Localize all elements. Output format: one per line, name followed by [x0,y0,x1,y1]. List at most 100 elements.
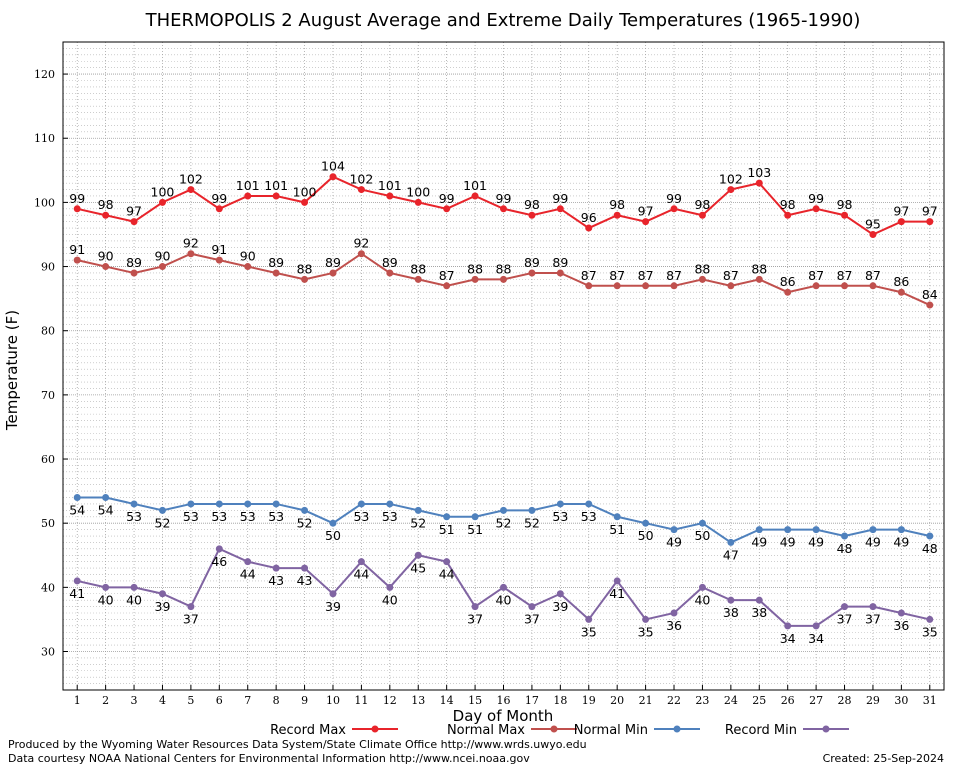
data-point [443,282,451,290]
x-tick-label: 18 [553,694,567,707]
data-point [869,230,877,238]
data-point [556,205,564,213]
data-point [755,275,763,283]
data-point [528,506,536,514]
data-point [471,513,479,521]
data-label: 97 [893,204,909,219]
data-label: 102 [179,172,203,187]
data-label: 89 [524,255,540,270]
data-label: 101 [264,178,288,193]
x-tick-label: 28 [838,694,852,707]
data-point [130,269,138,277]
data-label: 35 [581,624,597,639]
legend-item-record-min: Record Min [725,723,849,738]
x-tick-label: 3 [131,694,138,707]
data-label: 53 [183,509,199,524]
x-tick-label: 20 [610,694,624,707]
data-point [698,275,706,283]
data-label: 50 [638,528,654,543]
data-label: 98 [837,197,853,212]
data-point [130,583,138,591]
data-label: 88 [496,261,512,276]
data-point [357,250,365,258]
data-point [102,211,110,219]
data-label: 92 [353,236,369,251]
x-tick-label: 13 [411,694,425,707]
data-point [73,494,81,502]
y-tick-label: 50 [41,517,55,530]
legend-item-normal-min: Normal Min [574,723,700,738]
data-point [244,500,252,508]
data-label: 44 [439,567,455,582]
x-tick-label: 7 [244,694,251,707]
data-label: 90 [155,249,171,264]
x-tick-label: 17 [525,694,539,707]
data-point [386,583,394,591]
x-tick-label: 1 [74,694,81,707]
data-label: 35 [922,624,938,639]
y-tick-label: 40 [41,581,55,594]
data-point [357,558,365,566]
data-point [329,173,337,181]
data-point [613,577,621,585]
x-tick-label: 24 [724,694,738,707]
data-point [329,590,337,598]
data-label: 51 [609,522,625,537]
data-point [698,211,706,219]
data-point [158,506,166,514]
x-tick-label: 21 [639,694,653,707]
data-label: 53 [240,509,256,524]
x-tick-label: 4 [159,694,166,707]
series-record-max: 99 98 97 100 102 99 101 101 100 104 102 101 100 99 101… [69,159,938,238]
data-point [471,603,479,611]
data-point [215,205,223,213]
y-axis-title: Temperature (F) [3,310,21,431]
data-point [698,583,706,591]
data-point [215,545,223,553]
data-point [102,263,110,271]
data-label: 97 [126,204,142,219]
data-label: 43 [297,573,313,588]
data-point [897,609,905,617]
data-label: 86 [893,274,909,289]
data-label: 35 [638,624,654,639]
data-label: 97 [922,204,938,219]
data-point [727,538,735,546]
data-label: 51 [467,522,483,537]
data-point [585,282,593,290]
data-point [841,282,849,290]
data-label: 87 [865,268,881,283]
data-label: 87 [609,268,625,283]
data-point [187,500,195,508]
data-label: 91 [211,242,227,257]
data-point [443,513,451,521]
data-label: 39 [552,599,568,614]
data-point [357,186,365,194]
data-point [784,526,792,534]
x-tick-label: 15 [468,694,482,707]
data-point [443,205,451,213]
data-label: 103 [747,165,771,180]
data-point [897,288,905,296]
legend-marker [371,725,379,733]
data-label: 99 [211,191,227,206]
data-point [187,250,195,258]
data-label: 43 [268,573,284,588]
data-point [500,583,507,591]
data-point [841,532,849,540]
data-point [585,224,593,232]
data-label: 87 [808,268,824,283]
footer-courtesy: Data courtesy NOAA National Centers for … [8,752,530,765]
data-point [272,269,280,277]
data-label: 54 [69,503,85,518]
data-label: 51 [439,522,455,537]
x-tick-label: 8 [273,694,280,707]
x-tick-label: 22 [667,694,681,707]
data-label: 53 [552,509,568,524]
data-label: 99 [496,191,512,206]
x-axis-title: Day of Month [453,707,554,725]
data-label: 99 [439,191,455,206]
data-label: 40 [98,592,114,607]
data-point [755,526,763,534]
data-point [500,205,507,213]
